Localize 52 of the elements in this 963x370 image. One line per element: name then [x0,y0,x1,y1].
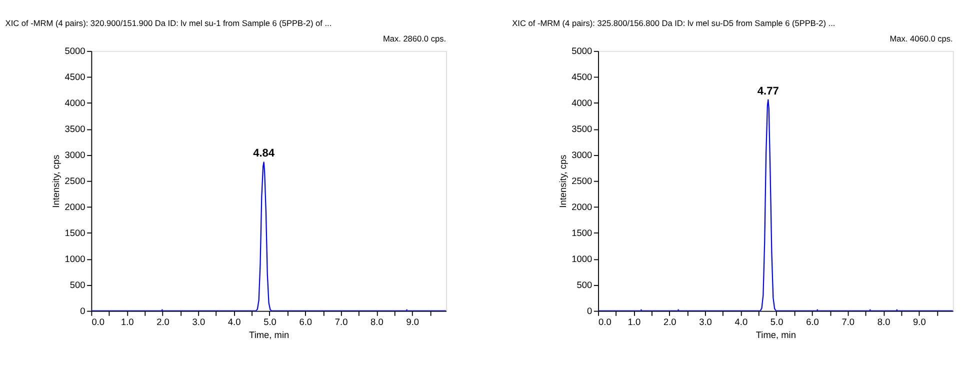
x-tick-label: 9.0 [406,317,420,328]
x-tick-label: 8.0 [370,317,384,328]
x-tick-label: 8.0 [877,317,890,328]
x-axis-title: Time, min [249,330,290,340]
y-tick-label: 2500 [572,176,592,186]
text: Max. 4060.0 cps. [890,34,953,44]
y-tick-label: 0 [586,306,592,316]
y-tick-label: 500 [576,280,592,290]
chart-title: XIC of -MRM (4 pairs): 320.900/151.900 Da ID: lv mel su-1 from Sample 6 (5PPB-2) of ... [5,18,332,28]
y-tick-label: 3500 [64,124,86,134]
y-tick-label: 1000 [572,254,592,264]
x-tick-label: 4.0 [734,317,748,328]
x-tick-label: 6.0 [806,317,819,328]
y-tick-label: 4500 [572,72,592,82]
x-axis-title: Time, min [756,330,796,340]
y-tick-label: 2000 [64,202,86,212]
annotation: 4.84 [253,148,276,160]
y-tick-label: 4500 [64,72,86,82]
y-tick-label: 0 [80,306,86,316]
chart-title: XIC of -MRM (4 pairs): 325.800/156.800 Da ID: lv mel su-D5 from Sample 6 (5PPB-2) ... [512,18,836,28]
y-tick-label: 4000 [64,98,86,108]
y-tick-label: 1500 [572,228,592,238]
y-tick-label: 500 [70,280,86,290]
y-tick-label: 3000 [572,150,592,160]
x-tick-label: 1.0 [120,317,134,328]
x-tick-label: 3.0 [699,317,712,328]
y-tick-label: 1000 [64,254,86,264]
y-tick-label: 4000 [572,98,592,108]
x-tick-label: 9.0 [913,317,926,328]
x-tick-label: 5.0 [770,317,784,328]
text: Max. 2860.0 cps. [382,34,446,44]
y-tick-label: 2000 [572,202,592,212]
y-axis-title: Intensity, cps [51,154,62,208]
y-tick-label: 2500 [64,176,86,186]
y-tick-label: 3500 [572,124,592,134]
y-tick-label: 3000 [64,150,86,160]
annotation: 4.77 [757,85,779,98]
x-tick-label: 1.0 [628,317,641,328]
y-tick-label: 1500 [64,228,86,238]
y-tick-label: 5000 [572,46,592,56]
x-tick-label: 0.0 [598,317,612,328]
x-tick-label: 2.0 [663,317,676,328]
x-tick-label: 6.0 [299,317,312,328]
y-tick-label: 5000 [64,46,86,56]
x-tick-label: 7.0 [334,317,348,328]
x-tick-label: 4.0 [228,317,241,328]
y-axis-title: Intensity, cps [558,154,568,208]
x-tick-label: 7.0 [842,317,855,328]
x-tick-label: 5.0 [264,317,276,328]
x-tick-label: 3.0 [192,317,206,328]
x-tick-label: 0.0 [92,317,104,328]
x-tick-label: 2.0 [156,317,170,328]
